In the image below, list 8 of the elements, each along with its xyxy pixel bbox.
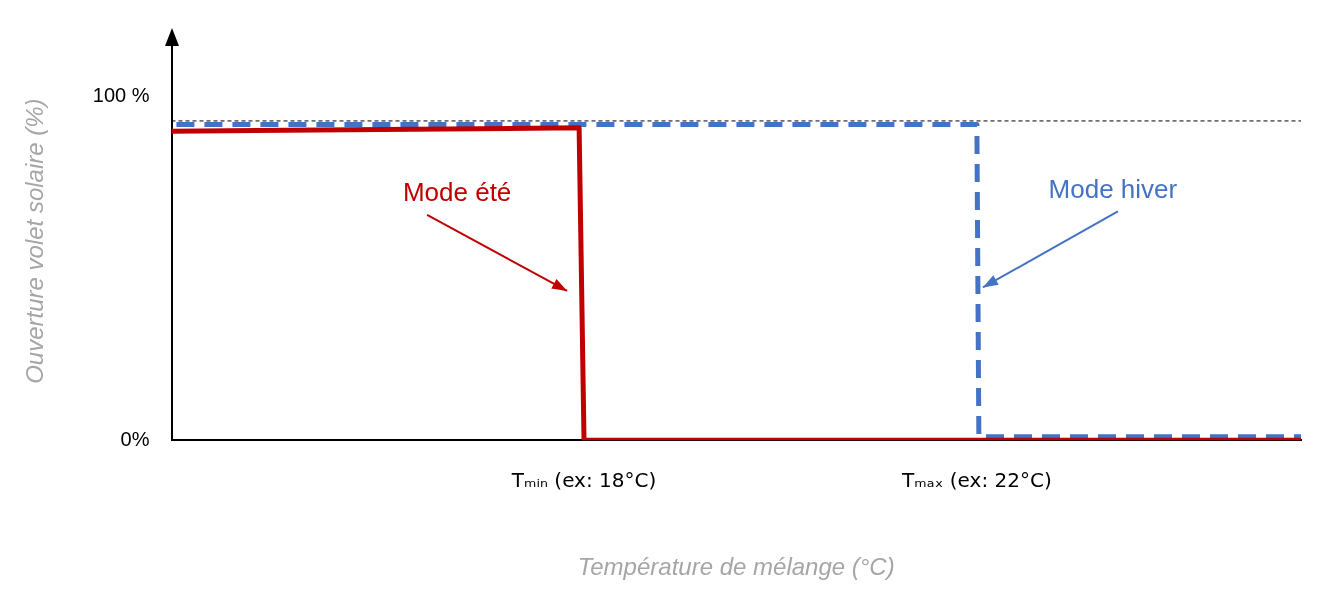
series-label: Mode été <box>402 177 512 208</box>
x-tick-label: Tₘᵢₙ (ex: 18°C) <box>510 468 657 493</box>
y-tick-label: 100 % <box>92 84 150 107</box>
x-tick-label: Tₘₐₓ (ex: 22°C) <box>901 468 1052 493</box>
text: Mode hiver <box>1048 173 1178 204</box>
y-tick-label: 0% <box>120 427 150 450</box>
y-axis-title: Ouverture volet solaire (%) <box>21 98 49 384</box>
x-axis-title: Température de mélange (°C) <box>577 553 895 581</box>
